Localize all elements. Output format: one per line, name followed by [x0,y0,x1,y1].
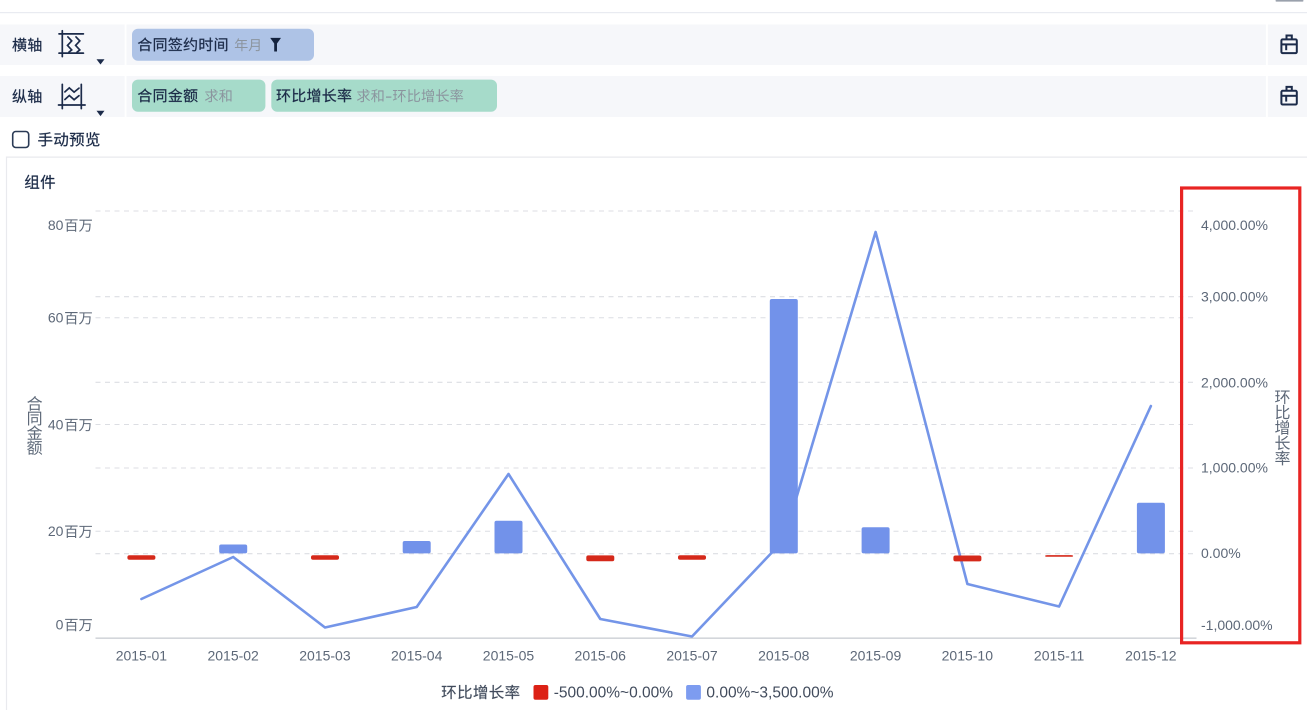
svg-text:-1,000.00%: -1,000.00% [1201,617,1273,633]
svg-text:20: 20 [48,523,64,539]
svg-text:1,000.00%: 1,000.00% [1201,460,1268,476]
svg-text:2015-02: 2015-02 [207,648,259,664]
svg-text:60: 60 [48,310,64,326]
svg-text:0: 0 [56,617,64,633]
svg-text:2015-12: 2015-12 [1125,648,1177,664]
svg-text:2015-04: 2015-04 [391,648,443,664]
svg-text:2,000.00%: 2,000.00% [1201,374,1268,390]
svg-text:0.00%~3,500.00%: 0.00%~3,500.00% [706,684,833,701]
svg-text:2015-10: 2015-10 [942,648,994,664]
svg-text:4,000.00%: 4,000.00% [1201,217,1268,233]
svg-text:2015-03: 2015-03 [299,648,351,664]
svg-text:3,000.00%: 3,000.00% [1201,289,1268,305]
svg-text:2015-11: 2015-11 [1034,648,1085,664]
svg-text:2015-09: 2015-09 [850,648,902,664]
svg-text:0.00%: 0.00% [1201,545,1241,561]
svg-text:-500.00%~0.00%: -500.00%~0.00% [554,684,674,701]
svg-text:80: 80 [48,217,64,233]
svg-text:2015-07: 2015-07 [666,648,718,664]
svg-text:2015-06: 2015-06 [575,648,627,664]
svg-text:40: 40 [48,417,64,433]
svg-text:2015-01: 2015-01 [116,648,168,664]
svg-text:2015-08: 2015-08 [758,648,810,664]
svg-text:2015-05: 2015-05 [483,648,535,664]
